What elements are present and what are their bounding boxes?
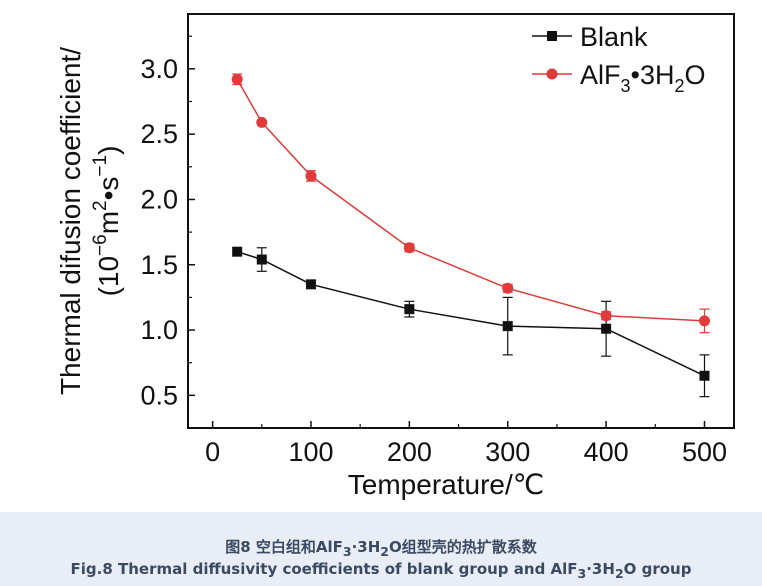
caption-chinese: 图8 空白组和AlF3·3H2O组型壳的热扩散系数 — [0, 536, 762, 559]
caption-en-b: ·3H — [586, 560, 615, 578]
y-tick-label-2: 2.0 — [140, 184, 178, 214]
caption-cn-b: ·3H — [351, 538, 381, 556]
data-point-blank — [305, 279, 316, 290]
data-point-alf — [305, 170, 317, 182]
caption-en-a: Fig.8 Thermal diffusivity coefficients o… — [70, 560, 578, 578]
y-tick-label-1.5: 1.5 — [140, 250, 178, 280]
legend-label-blank: Blank — [580, 22, 648, 52]
legend-label-alf: AlF3•3H2O — [580, 60, 706, 96]
data-point-alf — [231, 73, 243, 85]
data-point-alf — [256, 116, 268, 128]
data-point-blank — [601, 323, 612, 334]
legend-alf-s2: 2 — [674, 76, 684, 96]
y-tick-label-0.5: 0.5 — [140, 380, 178, 410]
y-axis-label-line1: Thermal difusion coefficient/ — [55, 47, 86, 395]
plot-frame — [187, 13, 735, 429]
data-point-alf — [600, 310, 612, 322]
data-point-blank — [256, 254, 267, 265]
y-label-exp1: −6 — [90, 234, 111, 256]
legend-alf-s1: 3 — [621, 76, 631, 96]
x-tick-label-500: 500 — [682, 437, 727, 467]
y-tick-label-3: 3.0 — [140, 54, 178, 84]
legend-alf-b: •3H — [631, 60, 675, 90]
caption-en-s2: 2 — [614, 566, 624, 581]
x-axis-label: Temperature/℃ — [348, 469, 544, 500]
y-axis-label-line2: (10−6m2•s−1) — [90, 146, 124, 297]
y-tick-label-2.5: 2.5 — [140, 119, 178, 149]
legend-marker-blank — [547, 31, 557, 41]
y-axis-label: Thermal difusion coefficient/ (10−6m2•s−… — [55, 47, 124, 395]
chart-figure: 0 100 200 300 400 500 0.5 1.0 1.5 2.0 2.5 3.0 Tempe… — [55, 13, 735, 500]
y-label-mid: m — [93, 211, 124, 234]
caption-en-c: O group — [623, 560, 692, 578]
x-tick-label-0: 0 — [205, 437, 220, 467]
y-tick-label-1: 1.0 — [140, 315, 178, 345]
legend-alf-a: AlF — [580, 60, 621, 90]
legend-marker-alf — [546, 68, 558, 80]
data-point-alf — [403, 242, 415, 254]
data-point-blank — [232, 246, 243, 257]
x-tick-label-300: 300 — [485, 437, 530, 467]
data-point-alf — [502, 282, 514, 294]
axis-ticks: 0 100 200 300 400 500 0.5 1.0 1.5 2.0 2.5 3.0 — [140, 35, 727, 467]
caption-cn-c: O组型壳的热扩散系数 — [389, 538, 537, 556]
series-blank — [232, 246, 710, 398]
legend-alf-c: O — [685, 60, 706, 90]
caption-en-s1: 3 — [577, 566, 587, 581]
data-point-blank — [404, 304, 415, 315]
caption-cn-s2: 2 — [380, 544, 389, 559]
caption-cn-a: 图8 空白组和AlF — [225, 538, 343, 556]
caption-cn-s1: 3 — [342, 544, 352, 559]
y-label-exp2: 2 — [90, 200, 111, 211]
y-label-close: ) — [93, 146, 124, 155]
y-label-exp3: −1 — [90, 155, 111, 177]
legend: Blank AlF3•3H2O — [532, 22, 706, 96]
series-alf — [231, 73, 710, 334]
x-tick-label-100: 100 — [288, 437, 333, 467]
data-point-blank — [699, 370, 710, 381]
y-label-dot: •s — [93, 177, 124, 201]
caption-english: Fig.8 Thermal diffusivity coefficients o… — [0, 560, 762, 581]
caption-band: 图8 空白组和AlF3·3H2O组型壳的热扩散系数 Fig.8 Thermal … — [0, 512, 762, 586]
data-point-blank — [502, 321, 513, 332]
x-tick-label-200: 200 — [387, 437, 432, 467]
x-tick-label-400: 400 — [584, 437, 629, 467]
series-line-blank — [236, 250, 705, 377]
series-layer — [231, 73, 710, 398]
y-label-open: (10 — [93, 256, 124, 296]
data-point-alf — [698, 315, 710, 327]
